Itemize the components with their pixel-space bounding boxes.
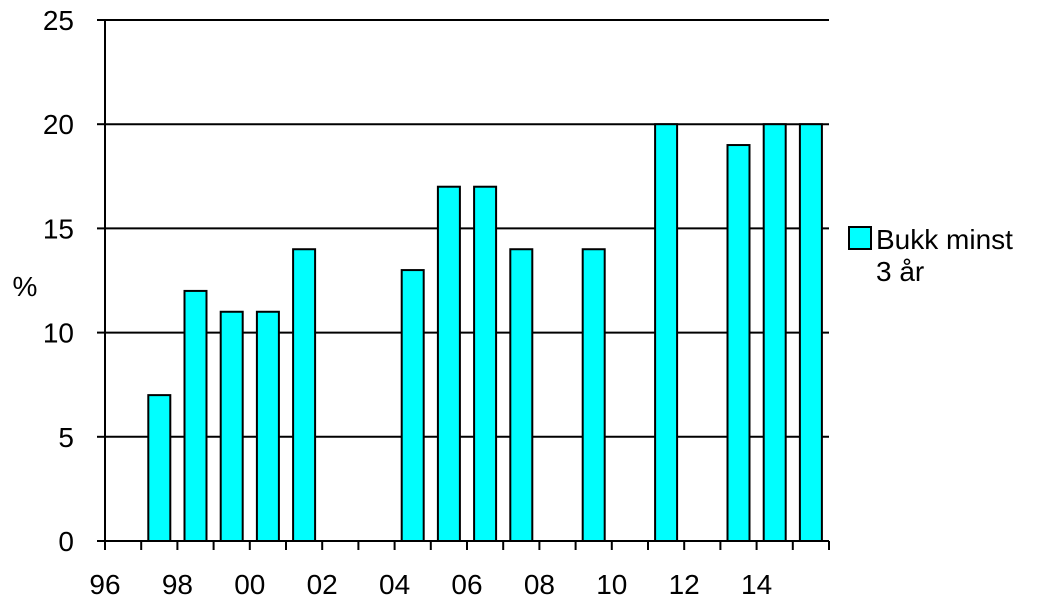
x-tick-label-14: 14 xyxy=(741,569,772,600)
x-tick-label-04: 04 xyxy=(379,569,410,600)
x-tick-label-00: 00 xyxy=(234,569,265,600)
bar-13 xyxy=(726,144,751,542)
y-tick-label-15: 15 xyxy=(43,213,74,244)
y-tick-label-10: 10 xyxy=(43,318,74,349)
x-tick-label-10: 10 xyxy=(596,569,627,600)
bar-01 xyxy=(292,248,317,543)
bar-98 xyxy=(183,289,208,543)
x-tick-label-98: 98 xyxy=(162,569,193,600)
y-tick-label-5: 5 xyxy=(58,422,74,453)
y-tick-label-0: 0 xyxy=(58,526,74,557)
y-axis-label: % xyxy=(13,271,38,302)
bar-05 xyxy=(436,185,461,542)
legend: Bukk minst 3 år xyxy=(848,224,1013,287)
bar-09 xyxy=(581,248,606,543)
x-tick-label-06: 06 xyxy=(451,569,482,600)
x-tick-label-12: 12 xyxy=(669,569,700,600)
bar-15 xyxy=(798,123,823,542)
bar-04 xyxy=(400,269,425,542)
bar-07 xyxy=(509,248,534,543)
legend-swatch xyxy=(848,226,872,250)
x-tick-label-08: 08 xyxy=(524,569,555,600)
axes xyxy=(97,19,830,550)
bar-00 xyxy=(255,310,280,543)
bar-06 xyxy=(473,185,498,542)
bar-97 xyxy=(147,394,172,542)
gridlines xyxy=(105,19,829,438)
bar-99 xyxy=(219,310,244,543)
bar-14 xyxy=(762,123,787,542)
bar-11 xyxy=(654,123,679,542)
y-tick-labels: 0 5 10 15 20 25 xyxy=(43,5,74,557)
legend-label-line-2: 3 år xyxy=(876,256,924,287)
y-tick-label-20: 20 xyxy=(43,109,74,140)
x-tick-label-02: 02 xyxy=(307,569,338,600)
y-tick-label-25: 25 xyxy=(43,5,74,36)
x-tick-label-96: 96 xyxy=(89,569,120,600)
x-tick-labels: 96 98 00 02 04 06 08 10 12 14 xyxy=(89,569,772,600)
legend-label-line-1: Bukk minst xyxy=(876,224,1013,255)
